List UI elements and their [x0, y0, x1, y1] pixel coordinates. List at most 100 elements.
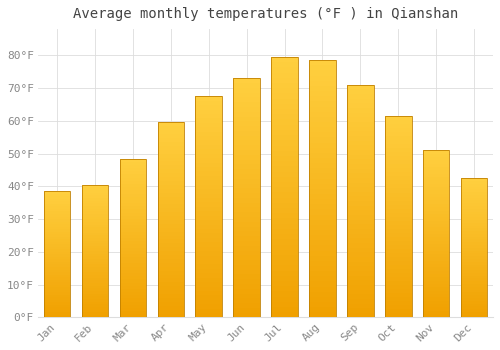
Bar [196, 105, 222, 110]
Bar [385, 128, 411, 132]
Bar [44, 277, 70, 280]
Bar [309, 194, 336, 199]
Bar [461, 192, 487, 195]
Bar [120, 302, 146, 305]
Bar [385, 116, 411, 317]
Bar [309, 225, 336, 230]
Bar [347, 117, 374, 122]
Bar [234, 88, 260, 93]
Bar [196, 136, 222, 140]
Bar [158, 158, 184, 161]
Bar [309, 168, 336, 173]
Bar [234, 169, 260, 174]
Bar [158, 185, 184, 189]
Bar [82, 203, 108, 206]
Bar [120, 299, 146, 302]
Bar [234, 241, 260, 246]
Bar [82, 294, 108, 296]
Bar [196, 101, 222, 105]
Bar [234, 131, 260, 136]
Bar [347, 303, 374, 308]
Bar [158, 146, 184, 150]
Bar [158, 259, 184, 263]
Bar [120, 292, 146, 295]
Bar [82, 190, 108, 193]
Bar [234, 303, 260, 308]
Bar [461, 251, 487, 253]
Bar [196, 300, 222, 304]
Bar [196, 145, 222, 149]
Bar [272, 93, 298, 99]
Bar [196, 251, 222, 256]
Bar [158, 154, 184, 158]
Bar [158, 251, 184, 255]
Bar [120, 267, 146, 270]
Bar [461, 203, 487, 206]
Bar [461, 217, 487, 220]
Bar [44, 191, 70, 194]
Bar [385, 213, 411, 217]
Bar [234, 198, 260, 203]
Bar [272, 172, 298, 177]
Title: Average monthly temperatures (°F ) in Qianshan: Average monthly temperatures (°F ) in Qi… [73, 7, 458, 21]
Bar [44, 265, 70, 267]
Bar [44, 199, 70, 201]
Bar [347, 248, 374, 252]
Bar [385, 269, 411, 273]
Bar [234, 251, 260, 255]
Bar [44, 239, 70, 242]
Bar [196, 207, 222, 211]
Bar [44, 290, 70, 292]
Bar [461, 195, 487, 198]
Bar [234, 164, 260, 169]
Bar [158, 267, 184, 271]
Bar [158, 122, 184, 317]
Bar [461, 284, 487, 287]
Bar [120, 235, 146, 238]
Bar [272, 182, 298, 187]
Bar [158, 224, 184, 228]
Bar [44, 227, 70, 229]
Bar [158, 169, 184, 173]
Bar [309, 173, 336, 178]
Bar [82, 286, 108, 288]
Bar [309, 307, 336, 312]
Bar [423, 177, 450, 180]
Bar [461, 178, 487, 181]
Bar [347, 238, 374, 243]
Bar [82, 288, 108, 291]
Bar [196, 256, 222, 260]
Bar [158, 161, 184, 166]
Bar [347, 85, 374, 90]
Bar [347, 224, 374, 229]
Bar [234, 112, 260, 117]
Bar [272, 166, 298, 172]
Bar [423, 187, 450, 190]
Bar [44, 209, 70, 211]
Bar [196, 238, 222, 242]
Bar [82, 304, 108, 307]
Bar [309, 199, 336, 204]
Bar [423, 150, 450, 317]
Bar [272, 271, 298, 276]
Bar [385, 309, 411, 314]
Bar [385, 120, 411, 124]
Bar [385, 273, 411, 277]
Bar [234, 236, 260, 241]
Bar [196, 220, 222, 225]
Bar [82, 254, 108, 257]
Bar [385, 209, 411, 213]
Bar [234, 83, 260, 88]
Bar [385, 152, 411, 156]
Bar [158, 204, 184, 208]
Bar [272, 57, 298, 317]
Bar [196, 118, 222, 123]
Bar [309, 276, 336, 281]
Bar [272, 312, 298, 317]
Bar [234, 136, 260, 140]
Bar [82, 257, 108, 259]
Bar [82, 217, 108, 219]
Bar [347, 192, 374, 196]
Bar [272, 78, 298, 83]
Bar [158, 220, 184, 224]
